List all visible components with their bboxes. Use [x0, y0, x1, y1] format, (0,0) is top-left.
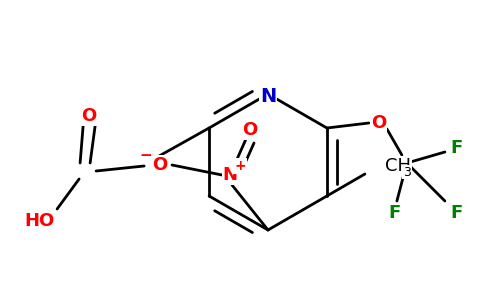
Text: N: N: [223, 166, 238, 184]
Text: +: +: [234, 159, 246, 173]
Text: F: F: [451, 139, 463, 157]
Text: O: O: [152, 156, 167, 174]
Text: HO: HO: [24, 212, 54, 230]
Text: N: N: [260, 86, 276, 106]
Text: F: F: [451, 204, 463, 222]
Text: O: O: [242, 121, 257, 139]
Text: O: O: [371, 114, 387, 132]
Text: F: F: [389, 204, 401, 222]
Text: CH: CH: [385, 157, 411, 175]
Text: −: −: [139, 148, 152, 163]
Text: O: O: [81, 107, 97, 125]
Text: 3: 3: [403, 166, 411, 178]
